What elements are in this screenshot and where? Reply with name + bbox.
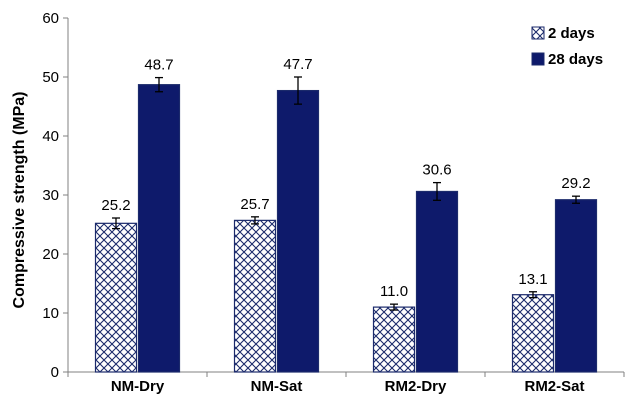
- data-label: 11.0: [380, 283, 408, 300]
- data-label: 25.2: [101, 197, 130, 214]
- y-tick-label: 60: [42, 10, 59, 27]
- bar-2-days-NM-Sat: [233, 219, 277, 373]
- bar-2-days-RM2-Sat: [511, 294, 555, 373]
- axes: 0 10 20 30 40 50 60 NM-Dry NM-Sat RM2-Dry RM2-Sat: [42, 10, 625, 395]
- data-label: 30.6: [422, 162, 451, 179]
- category-label: RM2-Sat: [524, 378, 584, 395]
- bar-28-days-RM2-Sat: [554, 199, 598, 373]
- data-label: 29.2: [561, 175, 590, 192]
- data-label: 47.7: [283, 56, 312, 73]
- legend: 2 days 28 days: [531, 25, 603, 68]
- y-tick-label: 0: [51, 364, 59, 381]
- data-label: 25.7: [240, 196, 269, 213]
- y-axis-title: Compressive strength (MPa): [11, 92, 28, 309]
- legend-swatch-28-days: [531, 52, 545, 66]
- y-tick-label: 50: [42, 69, 59, 86]
- bar-28-days-NM-Sat: [276, 89, 320, 373]
- data-label: 13.1: [518, 271, 547, 288]
- y-tick-label: 20: [42, 246, 59, 263]
- y-tick-label: 10: [42, 305, 59, 322]
- legend-label-28-days: 28 days: [548, 51, 603, 68]
- y-tick-label: 40: [42, 128, 59, 145]
- category-label: NM-Sat: [251, 378, 303, 395]
- legend-label-2-days: 2 days: [548, 25, 595, 42]
- legend-swatch-2-days: [531, 26, 545, 40]
- data-labels: 25.2 48.7 25.7 47.7 11.0 30.6 13.1 29.2: [101, 56, 590, 300]
- bar-2-days-NM-Dry: [94, 222, 138, 373]
- bar-2-days-RM2-Dry: [372, 306, 416, 373]
- bar-28-days-NM-Dry: [137, 84, 181, 373]
- category-label: RM2-Dry: [385, 378, 447, 395]
- bar-28-days-RM2-Dry: [415, 190, 459, 373]
- bars: [94, 76, 598, 373]
- y-tick-label: 30: [42, 187, 59, 204]
- data-label: 48.7: [144, 57, 173, 74]
- category-label: NM-Dry: [111, 378, 165, 395]
